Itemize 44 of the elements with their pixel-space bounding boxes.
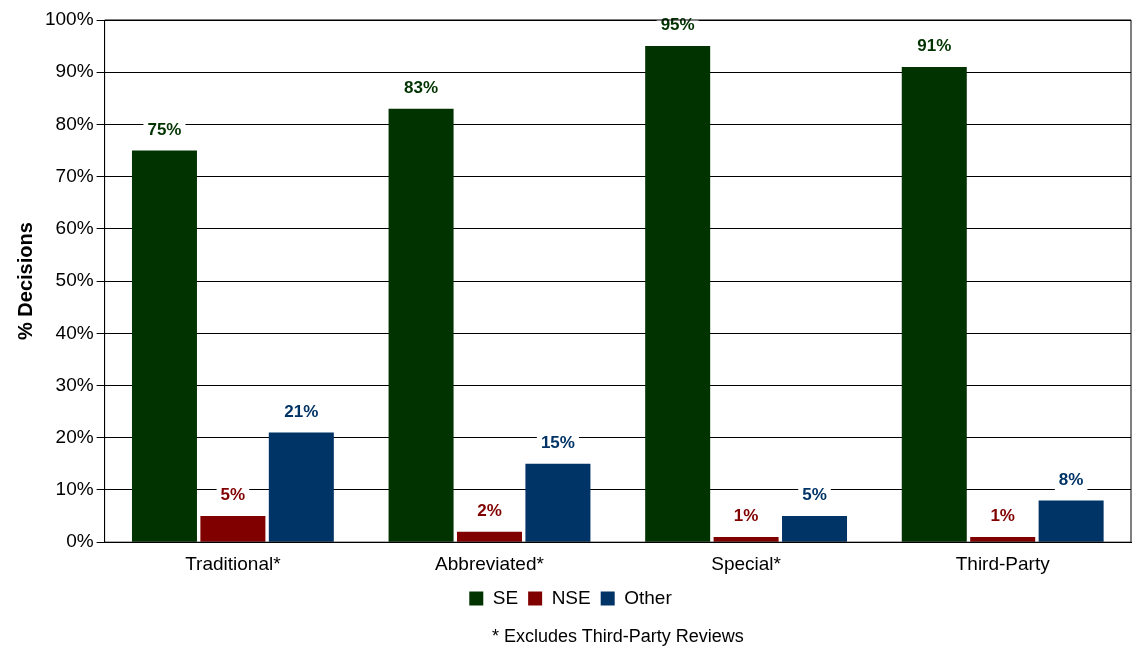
data-label: 75%: [147, 119, 182, 139]
bar: [200, 516, 266, 542]
y-tick-label: 80%: [55, 112, 94, 134]
y-tick-label: 90%: [55, 60, 94, 82]
legend-label: Other: [624, 586, 673, 608]
bar: [970, 536, 1036, 542]
y-tick-label: 20%: [55, 425, 94, 447]
data-label: 91%: [917, 36, 952, 56]
x-tick-label: Third-Party: [955, 552, 1051, 574]
bar: [268, 432, 334, 542]
data-label: 2%: [477, 500, 502, 520]
y-axis-title: % Decisions: [13, 222, 36, 341]
x-tick-label: Abbreviated*: [435, 552, 545, 574]
bar: [782, 516, 848, 542]
text: * Excludes Third-Party Reviews: [491, 625, 744, 646]
y-tick-label: 30%: [55, 373, 94, 395]
y-tick-label: 70%: [55, 164, 94, 186]
y-tick-label: 10%: [55, 478, 94, 500]
data-label: 5%: [802, 485, 827, 505]
bar: [525, 463, 591, 542]
x-tick-label: Traditional*: [185, 552, 282, 574]
bar: [645, 46, 711, 542]
bar: [901, 67, 967, 542]
y-tick-label: 60%: [55, 217, 94, 239]
bar: [713, 536, 779, 542]
data-label: 1%: [990, 506, 1015, 526]
data-label: 21%: [284, 401, 319, 421]
y-tick-label: 40%: [55, 321, 94, 343]
bar: [388, 108, 454, 542]
y-tick-label: 0%: [66, 530, 94, 552]
bar: [456, 531, 522, 542]
data-label: 95%: [660, 15, 695, 35]
y-tick-label: 100%: [44, 8, 94, 30]
x-tick-label: Special*: [711, 552, 782, 574]
data-label: 15%: [540, 433, 575, 453]
y-tick-label: 50%: [55, 269, 94, 291]
data-label: 5%: [220, 485, 246, 505]
data-label: 1%: [733, 506, 759, 526]
legend-label: NSE: [551, 586, 591, 608]
legend-label: SE: [492, 586, 519, 608]
data-label: 83%: [404, 77, 439, 97]
bar: [131, 150, 197, 542]
data-label: 8%: [1058, 469, 1084, 489]
bar: [1038, 500, 1104, 542]
